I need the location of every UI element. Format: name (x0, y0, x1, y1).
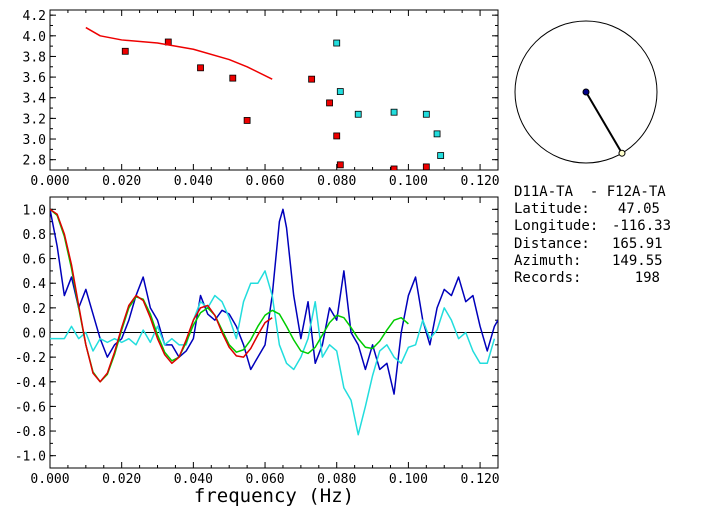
y-tick-label: 0.4 (23, 277, 47, 292)
x-tick-label: 0.060 (245, 174, 284, 189)
x-tick-label: 0.080 (317, 472, 356, 487)
coherency-panel: 0.000 0.020 0.040 0.060 0.080 0.100 0.120 1.0 0.… (15, 196, 500, 507)
info-label: Latitude: (514, 201, 590, 218)
x-tick-label: 0.060 (245, 472, 284, 487)
series-line-3 (50, 208, 273, 383)
info-row-records: Records: 198 (514, 270, 666, 287)
y-tick-label: -0.2 (15, 351, 46, 366)
x-axis-label: frequency (Hz) (194, 485, 354, 507)
data-point (326, 99, 333, 107)
x-tick-label: 0.000 (30, 174, 69, 189)
y-tick-label: 3.6 (23, 71, 46, 86)
data-point (197, 64, 204, 72)
info-value: 198 (634, 270, 660, 287)
data-point (354, 110, 362, 118)
station-pair: D11A-TA - F12A-TA (514, 184, 666, 200)
great-circle-path (585, 91, 623, 154)
y-tick-label: 3.4 (23, 92, 47, 107)
station-marker (582, 88, 590, 96)
plot-area (85, 26, 445, 170)
info-label: Distance: (514, 235, 590, 252)
info-row-distance: Distance: 165.91 (514, 236, 666, 253)
series-line-1 (50, 270, 496, 436)
x-tick-label: 0.080 (317, 174, 356, 189)
y-tick-label: -1.0 (15, 450, 46, 465)
data-point (336, 88, 344, 95)
info-row-latitude: Latitude: 47.05 (514, 201, 666, 218)
x-tick-label: 0.000 (30, 472, 69, 487)
x-tick-label: 0.120 (461, 174, 500, 189)
location-map (514, 20, 658, 164)
series-line-2 (50, 208, 409, 383)
event-marker (618, 149, 626, 157)
data-point (229, 74, 237, 82)
info-row-azimuth: Azimuth: 149.55 (514, 253, 666, 270)
info-value: 47.05 (617, 201, 660, 218)
velocity-scatter-panel: 0.000 0.020 0.040 0.060 0.080 0.100 0.120 2.8 3.… (23, 9, 500, 189)
data-point (333, 39, 341, 47)
info-label: Longitude: (514, 218, 599, 235)
x-tick-label: 0.040 (174, 174, 213, 189)
map-circle (514, 20, 658, 164)
y-tick-label: 3.8 (23, 50, 46, 65)
y-tick-label: -0.8 (15, 425, 46, 440)
y-tick-label: 3.0 (23, 133, 46, 148)
series-line-2 (85, 26, 273, 80)
data-point (390, 165, 398, 170)
y-tick-label: 0.2 (23, 302, 46, 317)
x-tick-label: 0.020 (102, 472, 141, 487)
data-point (433, 130, 441, 138)
x-tick-label: 0.120 (461, 472, 500, 487)
y-tick-label: 2.8 (23, 154, 46, 169)
info-label: Records: (514, 270, 582, 287)
info-value: 149.55 (612, 252, 663, 269)
info-label: Azimuth: (514, 252, 582, 269)
y-tick-label: 4.2 (23, 9, 46, 24)
y-tick-label: 0.6 (23, 253, 46, 268)
data-point (422, 110, 430, 118)
y-tick-label: -0.4 (15, 376, 46, 391)
plot-area (50, 208, 498, 436)
data-point (422, 163, 430, 170)
data-point (243, 117, 251, 124)
data-point (390, 108, 398, 116)
x-tick-label: 0.100 (389, 472, 428, 487)
x-tick-label: 0.040 (174, 472, 213, 487)
data-point (333, 132, 341, 140)
info-row-longitude: Longitude: -116.33 (514, 218, 672, 235)
y-tick-label: 1.0 (23, 203, 46, 218)
data-point (336, 161, 344, 169)
info-value: 165.91 (612, 235, 663, 252)
data-point (437, 152, 445, 159)
y-tick-label: 0.0 (23, 327, 46, 342)
plot-frame (49, 9, 499, 171)
y-tick-label: -0.6 (15, 400, 46, 415)
y-tick-label: 3.2 (23, 112, 46, 127)
y-tick-label: 0.8 (23, 228, 46, 243)
station-info: D11A-TA - F12A-TA Latitude: 47.05 Longitu… (514, 184, 672, 287)
y-tick-label: 4.0 (23, 30, 46, 45)
x-tick-label: 0.020 (102, 174, 141, 189)
info-value: -116.33 (612, 218, 672, 235)
series-line-0 (50, 208, 498, 395)
data-point (121, 47, 129, 55)
x-tick-label: 0.100 (389, 174, 428, 189)
data-point (308, 75, 316, 83)
